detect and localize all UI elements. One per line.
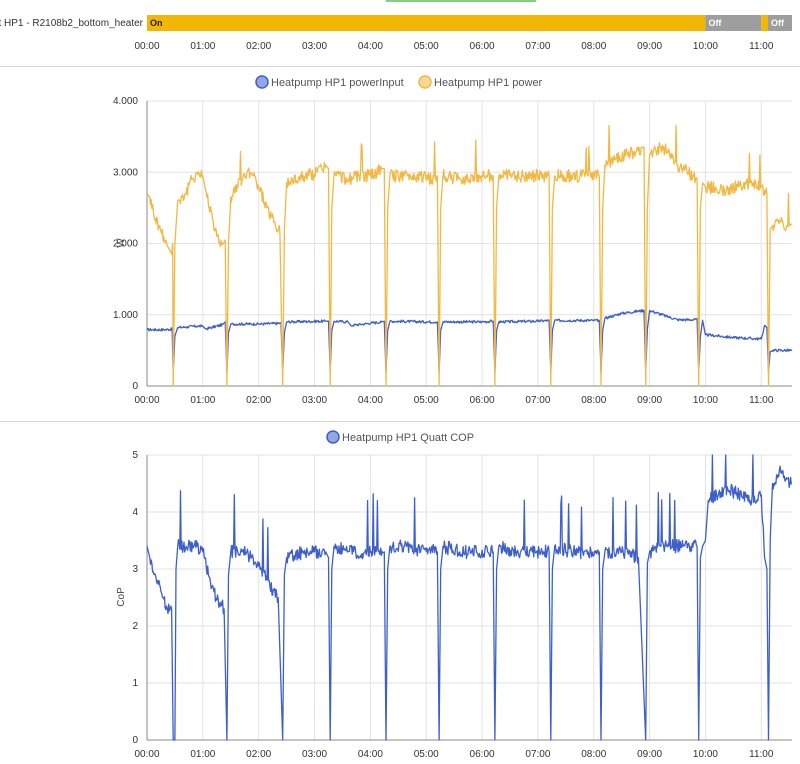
- x-tick-label: 02:00: [246, 749, 271, 760]
- series-line-cop[interactable]: [146, 454, 793, 741]
- x-tick-label: 11:00: [749, 749, 774, 760]
- x-tick-label: 03:00: [302, 395, 327, 406]
- y-axis-label: CoP: [116, 587, 127, 607]
- x-tick-label: 02:00: [246, 41, 271, 52]
- x-tick-label: 07:00: [525, 395, 550, 406]
- x-tick-label: 10:00: [693, 395, 718, 406]
- x-tick-label: 03:00: [302, 41, 327, 52]
- y-tick-label: 0: [132, 381, 138, 392]
- x-tick-label: 07:00: [525, 41, 550, 52]
- timeline-segment-off[interactable]: [705, 15, 762, 31]
- timeline-segment-on[interactable]: [147, 15, 706, 31]
- x-tick-label: 06:00: [470, 749, 495, 760]
- x-tick-label: 01:00: [190, 749, 215, 760]
- timeline-segment-label: Off: [771, 18, 785, 28]
- x-tick-label: 10:00: [693, 41, 718, 52]
- y-tick-label: 2: [132, 621, 138, 632]
- x-tick-label: 05:00: [414, 395, 439, 406]
- x-tick-label: 10:00: [693, 749, 718, 760]
- x-tick-label: 02:00: [246, 395, 271, 406]
- x-tick-label: 08:00: [581, 749, 606, 760]
- legend-label: Heatpump HP1 Quatt COP: [342, 432, 474, 444]
- x-tick-label: 00:00: [134, 41, 159, 52]
- x-tick-label: 03:00: [302, 749, 327, 760]
- legend-label: Heatpump HP1 power: [434, 77, 543, 89]
- top-status-bar: [386, 0, 536, 2]
- chart-power: 0 1.000 2.000 3.000 4.000 00:00 01:00 02:00 03:0…: [113, 75, 793, 406]
- timeline-segment-label: Off: [708, 18, 722, 28]
- x-tick-label: 07:00: [525, 749, 550, 760]
- x-tick-label: 08:00: [581, 41, 606, 52]
- x-tick-label: 04:00: [358, 41, 383, 52]
- chart-cop: 0 1 2 3 4 5 00:00 01:00 02:00 03:00 04:00 05:00 06:0…: [116, 430, 793, 760]
- y-tick-label: 4.000: [113, 96, 138, 107]
- legend-marker[interactable]: [326, 430, 340, 444]
- series-line-power-input[interactable]: [146, 309, 793, 373]
- y-axis-label: W: [116, 238, 127, 248]
- x-tick-label: 09:00: [637, 41, 662, 52]
- section-divider: [0, 66, 800, 67]
- y-tick-label: 0: [132, 735, 138, 746]
- y-tick-label: 1.000: [113, 310, 138, 321]
- x-tick-label: 06:00: [470, 395, 495, 406]
- legend-item[interactable]: Heatpump HP1 Quatt COP: [326, 430, 474, 444]
- timeline-row-label: att HP1 - R2108b2_bottom_heater: [0, 18, 144, 29]
- x-tick-label: 05:00: [414, 41, 439, 52]
- x-tick-label: 11:00: [749, 395, 774, 406]
- x-tick-label: 04:00: [358, 749, 383, 760]
- x-tick-label: 00:00: [134, 749, 159, 760]
- y-tick-label: 3.000: [113, 167, 138, 178]
- x-tick-label: 01:00: [190, 395, 215, 406]
- x-tick-label: 08:00: [581, 395, 606, 406]
- x-tick-label: 00:00: [134, 395, 159, 406]
- y-tick-label: 2.000: [113, 239, 138, 250]
- legend-marker[interactable]: [418, 75, 432, 89]
- x-tick-label: 01:00: [190, 41, 215, 52]
- y-tick-label: 1: [132, 678, 138, 689]
- legend-marker[interactable]: [255, 75, 269, 89]
- x-tick-label: 06:00: [470, 41, 495, 52]
- y-tick-label: 4: [132, 507, 138, 518]
- legend-label: Heatpump HP1 powerInput: [271, 77, 404, 89]
- timeline-segment-label: On: [150, 18, 163, 28]
- legend-item[interactable]: Heatpump HP1 power: [418, 75, 543, 89]
- legend-item[interactable]: Heatpump HP1 powerInput: [255, 75, 404, 89]
- series-line-power[interactable]: [146, 124, 793, 387]
- y-tick-label: 3: [132, 564, 138, 575]
- x-tick-label: 09:00: [637, 395, 662, 406]
- timeline-segment-off[interactable]: [767, 15, 792, 31]
- state-timeline: att HP1 - R2108b2_bottom_heaterOnOffOnOf…: [0, 15, 792, 52]
- x-tick-label: 05:00: [414, 749, 439, 760]
- y-tick-label: 5: [132, 450, 138, 461]
- section-divider: [0, 421, 800, 422]
- timeline-segment-on[interactable]: [761, 15, 768, 31]
- x-tick-label: 04:00: [358, 395, 383, 406]
- x-tick-label: 11:00: [749, 41, 774, 52]
- x-tick-label: 09:00: [637, 749, 662, 760]
